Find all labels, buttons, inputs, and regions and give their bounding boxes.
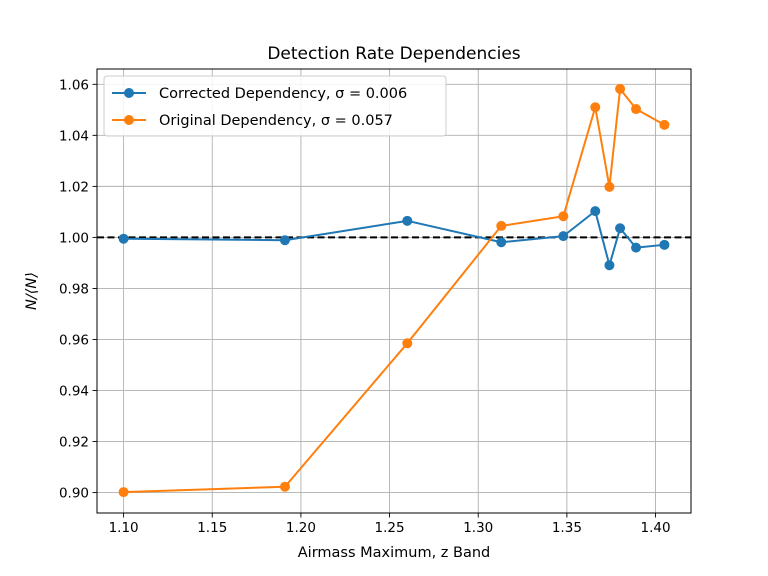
data-point — [118, 487, 129, 498]
y-axis-label: N/⟨N⟩ — [24, 272, 40, 310]
y-tick-label: 1.02 — [59, 179, 89, 195]
data-point — [402, 215, 413, 226]
x-axis-label: Airmass Maximum, z Band — [298, 545, 491, 561]
legend-box — [103, 75, 447, 137]
x-tick-label: 1.30 — [463, 520, 493, 536]
data-point — [279, 235, 290, 246]
series-line — [123, 210, 665, 267]
y-tick-label: 1.00 — [59, 230, 89, 246]
data-point — [402, 338, 413, 349]
data-point — [631, 242, 642, 253]
data-point — [615, 223, 626, 234]
tick-layer: 1.10 1.15 1.20 1.25 1.30 1.35 1.40 0.90 0.92 0.94… — [59, 77, 671, 536]
y-tick-label: 1.06 — [59, 77, 89, 93]
data-point — [590, 102, 601, 113]
x-tick-label: 1.25 — [375, 520, 405, 536]
data-point — [659, 119, 670, 130]
plot-frame — [96, 68, 692, 514]
x-tick-label: 1.40 — [641, 520, 671, 536]
series-0 — [118, 206, 670, 271]
data-point — [604, 181, 615, 192]
data-point — [604, 260, 615, 271]
x-tick-label: 1.35 — [552, 520, 582, 536]
data-point — [118, 233, 129, 244]
data-point — [558, 211, 569, 222]
data-point — [496, 220, 507, 231]
legend-entry: Corrected Dependency, σ = 0.006 — [159, 86, 407, 102]
legend-entry: Original Dependency, σ = 0.057 — [159, 113, 393, 129]
x-tick-label: 1.15 — [197, 520, 227, 536]
legend-swatch-marker — [124, 88, 134, 98]
series-line — [123, 87, 665, 494]
y-tick-label: 0.90 — [59, 486, 89, 502]
series-1 — [118, 83, 670, 498]
y-tick-label: 0.94 — [59, 384, 89, 400]
data-point — [496, 237, 507, 248]
y-tick-label: 1.04 — [59, 128, 89, 144]
x-tick-label: 1.20 — [286, 520, 316, 536]
data-point — [279, 481, 290, 492]
data-point — [631, 104, 642, 115]
y-tick-label: 0.98 — [59, 281, 89, 297]
data-point — [590, 206, 601, 217]
x-tick-label: 1.10 — [109, 520, 139, 536]
y-tick-label: 0.92 — [59, 435, 89, 451]
data-point — [659, 239, 670, 250]
series-layer — [118, 83, 670, 498]
legend-swatch-marker — [124, 115, 134, 125]
chart-title: Detection Rate Dependencies — [267, 44, 520, 64]
legend: Corrected Dependency, σ = 0.006 Original … — [103, 75, 447, 137]
data-point — [558, 231, 569, 242]
y-tick-label: 0.96 — [59, 332, 89, 348]
data-point — [615, 83, 626, 94]
